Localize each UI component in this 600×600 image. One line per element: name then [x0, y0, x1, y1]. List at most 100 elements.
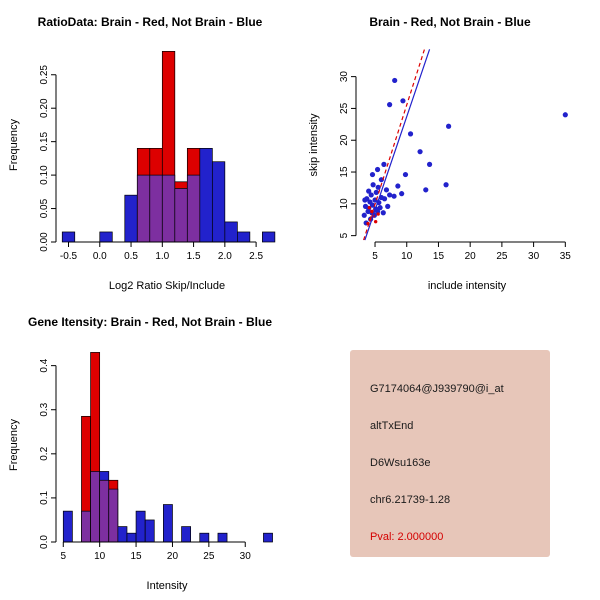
x-tick-label: 30: [240, 551, 252, 562]
hist-bar: [211, 161, 226, 243]
scatter-point: [407, 131, 414, 137]
scatter-point: [380, 210, 386, 216]
splice-event-type-text: altTxEnd: [370, 419, 414, 432]
y-tick-label: 0.05: [39, 198, 50, 218]
scatter-point: [362, 197, 368, 203]
hist-bar: [263, 532, 273, 543]
y-tick-label: 0.15: [39, 131, 50, 151]
scatter-point: [381, 161, 387, 167]
y-tick-label: 15: [339, 166, 350, 178]
scatter-point: [368, 192, 374, 198]
hist-bar: [161, 174, 176, 243]
scatter-point: [423, 187, 429, 193]
y-tick-label: 0.00: [39, 232, 50, 252]
y-axis-label: Frequency: [8, 419, 20, 471]
scatter-point: [367, 205, 372, 210]
hist-bar: [217, 532, 228, 543]
y-tick-label: 0.2: [39, 446, 50, 460]
y-tick-label: 0.1: [39, 491, 50, 505]
x-tick-label: 30: [528, 251, 540, 262]
panel-ratio-histogram: -0.5 0.0 0.5 1.0 1.5 2.0 2.5 Log2 Ratio Skip/In…: [0, 0, 300, 300]
scatter-point: [392, 77, 398, 84]
y-axis-label: Frequency: [8, 119, 20, 171]
scatter-point: [373, 189, 379, 195]
x-tick-label: 10: [94, 551, 106, 562]
hist-bar: [99, 231, 113, 243]
hist-bar: [117, 526, 128, 543]
hist-bar: [108, 488, 119, 543]
x-tick-label: 5: [372, 251, 378, 262]
probe-info-box: G7174064@J939790@i_at altTxEnd D6Wsu163e…: [350, 350, 550, 557]
pval-text: Pval: 2.000000: [370, 530, 444, 543]
scatter-point: [373, 219, 378, 224]
scatter-point: [377, 205, 383, 211]
hist-bar: [199, 147, 213, 243]
hist-bar: [90, 471, 101, 543]
scatter-point: [562, 112, 568, 118]
scatter-point: [381, 196, 388, 202]
intensity-scatter-chart: 5 10 15 20 25 30 35 include intensity 5 10 15 20 25 3…: [308, 15, 572, 292]
x-tick-label: 0.0: [93, 251, 107, 262]
hist-bar: [186, 174, 201, 243]
scatter-point: [426, 161, 433, 167]
hist-bar: [62, 510, 73, 543]
x-tick-label: 25: [203, 551, 215, 562]
scatter-point: [387, 192, 393, 198]
scatter-point: [402, 171, 409, 178]
scatter-point: [369, 171, 376, 178]
gene-name-text: D6Wsu163e: [370, 456, 431, 469]
y-tick-label: 0.20: [39, 98, 50, 118]
hist-bar: [124, 194, 138, 243]
x-tick-label: 1.5: [187, 251, 201, 262]
y-tick-label: 0.0: [39, 535, 50, 549]
y-axis-label: skip intensity: [308, 113, 320, 176]
y-tick-label: 0.3: [39, 402, 50, 416]
x-tick-label: 1.0: [155, 251, 169, 262]
x-axis-label: include intensity: [428, 280, 507, 292]
panel-gene-histogram: 5 10 15 20 25 30 Intensity 0.0 0.1 0.2 0.3 0.4 Frequ…: [0, 300, 300, 600]
x-tick-label: 20: [465, 251, 477, 262]
x-tick-label: 0.5: [124, 251, 138, 262]
scatter-point: [361, 212, 367, 218]
scatter-point: [446, 123, 452, 129]
chromosome-location-text: chr6.21739-1.28: [370, 493, 451, 506]
fit-line: [364, 49, 431, 241]
y-tick-label: 25: [339, 102, 350, 114]
x-tick-label: 35: [560, 251, 572, 262]
y-tick-label: 0.4: [39, 358, 50, 372]
hist-bar: [237, 231, 251, 243]
scatter-point: [385, 203, 391, 209]
scatter-point: [378, 177, 384, 183]
chart-title: Brain - Red, Not Brain - Blue: [369, 15, 531, 29]
x-axis-label: Intensity: [147, 580, 188, 592]
hist-bar: [199, 532, 210, 543]
y-tick-label: 10: [339, 198, 350, 210]
scatter-point: [417, 149, 423, 155]
scatter-point: [374, 166, 381, 173]
y-tick-label: 5: [339, 232, 350, 238]
x-tick-label: -0.5: [60, 251, 78, 262]
ratio-histogram-chart: -0.5 0.0 0.5 1.0 1.5 2.0 2.5 Log2 Ratio Skip/In…: [8, 15, 276, 292]
probe-id-text: G7174064@J939790@i_at: [370, 382, 504, 395]
hist-bar: [144, 519, 155, 543]
hist-bar: [126, 532, 137, 543]
scatter-point: [376, 212, 380, 216]
scatter-point: [366, 188, 372, 194]
x-tick-label: 20: [167, 551, 179, 562]
scatter-point: [375, 184, 381, 190]
hist-bar: [181, 526, 192, 543]
x-tick-label: 15: [433, 251, 445, 262]
y-tick-label: 30: [339, 71, 350, 83]
hist-bar: [174, 188, 188, 243]
hist-bar: [149, 174, 163, 243]
scatter-point: [399, 191, 405, 197]
x-tick-label: 2.5: [249, 251, 263, 262]
chart-title: RatioData: Brain - Red, Not Brain - Blue: [38, 15, 263, 29]
x-tick-label: 25: [496, 251, 508, 262]
hist-bar: [81, 510, 91, 543]
scatter-point: [400, 98, 406, 104]
hist-bar: [262, 231, 276, 243]
hist-bar: [136, 174, 151, 243]
x-tick-label: 5: [60, 551, 66, 562]
